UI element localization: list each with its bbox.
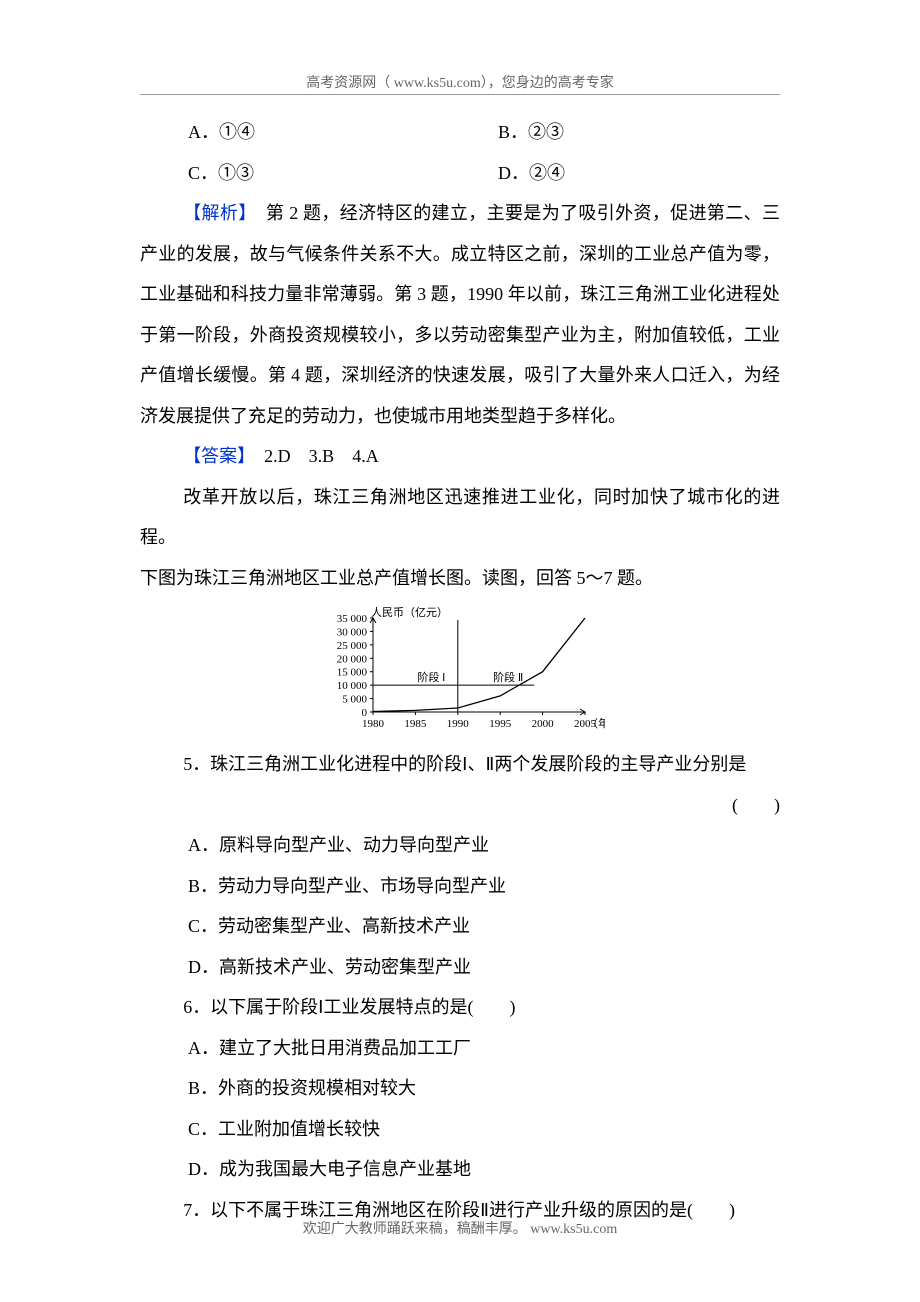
page-footer: 欢迎广大教师踊跃来稿，稿酬丰厚。 www.ks5u.com bbox=[0, 1218, 920, 1238]
passage-line-1: 改革开放以后，珠江三角洲地区迅速推进工业化，同时加快了城市化的进程。 bbox=[140, 477, 780, 558]
svg-text:人民币（亿元）: 人民币（亿元） bbox=[371, 606, 448, 619]
q5-paren: ( ) bbox=[140, 785, 780, 826]
main-content: A．①④ B．②③ C．①③ D．②④ 【解析】 第 2 题，经济特区的建立，主… bbox=[140, 112, 780, 1230]
option-row-1: A．①④ B．②③ bbox=[188, 112, 780, 153]
svg-text:2000: 2000 bbox=[532, 718, 555, 730]
q5-stem: 5．珠江三角洲工业化进程中的阶段Ⅰ、Ⅱ两个发展阶段的主导产业分别是 bbox=[140, 744, 780, 785]
q5-c: C．劳动密集型产业、高新技术产业 bbox=[188, 906, 780, 947]
svg-text:阶段 Ⅰ: 阶段 Ⅰ bbox=[417, 670, 445, 684]
svg-text:10 000: 10 000 bbox=[337, 680, 368, 692]
q6-d: D．成为我国最大电子信息产业基地 bbox=[188, 1149, 780, 1190]
svg-text:30 000: 30 000 bbox=[337, 626, 368, 638]
svg-text:20 000: 20 000 bbox=[337, 653, 368, 665]
q5-b: B．劳动力导向型产业、市场导向型产业 bbox=[188, 866, 780, 907]
analysis-label: 【解析】 bbox=[183, 203, 247, 223]
analysis-text: 第 2 题，经济特区的建立，主要是为了吸引外资，促进第二、三产业的发展，故与气候… bbox=[140, 203, 780, 426]
passage-line-2: 下图为珠江三角洲地区工业总产值增长图。读图，回答 5～7 题。 bbox=[140, 558, 780, 599]
svg-text:1995: 1995 bbox=[489, 718, 512, 730]
option-c: C．①③ bbox=[188, 153, 498, 194]
q5-d: D．高新技术产业、劳动密集型产业 bbox=[188, 947, 780, 988]
svg-text:35 000: 35 000 bbox=[337, 613, 368, 625]
svg-text:25 000: 25 000 bbox=[337, 640, 368, 652]
passage-2a: 下图为珠江三角洲地区工业总产值增长图。 bbox=[140, 568, 482, 588]
page-header: 高考资源网（ www.ks5u.com），您身边的高考专家 bbox=[0, 72, 920, 92]
footer-text: 欢迎广大教师踊跃来稿，稿酬丰厚。 www.ks5u.com bbox=[303, 1222, 617, 1237]
answer-label: 【答案】 bbox=[183, 446, 246, 466]
header-url: www.ks5u.com bbox=[394, 76, 481, 91]
q6-stem: 6．以下属于阶段Ⅰ工业发展特点的是( ) bbox=[140, 987, 780, 1028]
answer-para: 【答案】 2.D 3.B 4.A bbox=[140, 436, 780, 477]
q6-c: C．工业附加值增长较快 bbox=[188, 1109, 780, 1150]
header-rule bbox=[140, 94, 780, 95]
svg-text:阶段 Ⅱ: 阶段 Ⅱ bbox=[493, 670, 523, 684]
analysis-para: 【解析】 第 2 题，经济特区的建立，主要是为了吸引外资，促进第二、三产业的发展… bbox=[140, 193, 780, 436]
q5-a: A．原料导向型产业、动力导向型产业 bbox=[188, 825, 780, 866]
answer-text: 2.D 3.B 4.A bbox=[246, 446, 379, 466]
svg-text:1985: 1985 bbox=[404, 718, 427, 730]
option-a: A．①④ bbox=[188, 112, 498, 153]
chart-container: 05 00010 00015 00020 00025 00030 00035 0… bbox=[140, 604, 780, 734]
svg-text:15 000: 15 000 bbox=[337, 667, 368, 679]
option-b: B．②③ bbox=[498, 112, 564, 153]
svg-text:（年）: （年） bbox=[587, 716, 605, 730]
option-row-2: C．①③ D．②④ bbox=[188, 153, 780, 194]
header-prefix: 高考资源网（ bbox=[306, 76, 394, 91]
svg-text:1980: 1980 bbox=[362, 718, 385, 730]
svg-text:1990: 1990 bbox=[447, 718, 470, 730]
svg-text:5 000: 5 000 bbox=[342, 694, 367, 706]
q6-a: A．建立了大批日用消费品加工工厂 bbox=[188, 1028, 780, 1069]
line-chart: 05 00010 00015 00020 00025 00030 00035 0… bbox=[315, 604, 605, 734]
option-d: D．②④ bbox=[498, 153, 565, 194]
passage-2b: 读图，回答 5～7 题。 bbox=[482, 568, 653, 588]
header-suffix: ），您身边的高考专家 bbox=[481, 76, 614, 91]
q6-b: B．外商的投资规模相对较大 bbox=[188, 1068, 780, 1109]
